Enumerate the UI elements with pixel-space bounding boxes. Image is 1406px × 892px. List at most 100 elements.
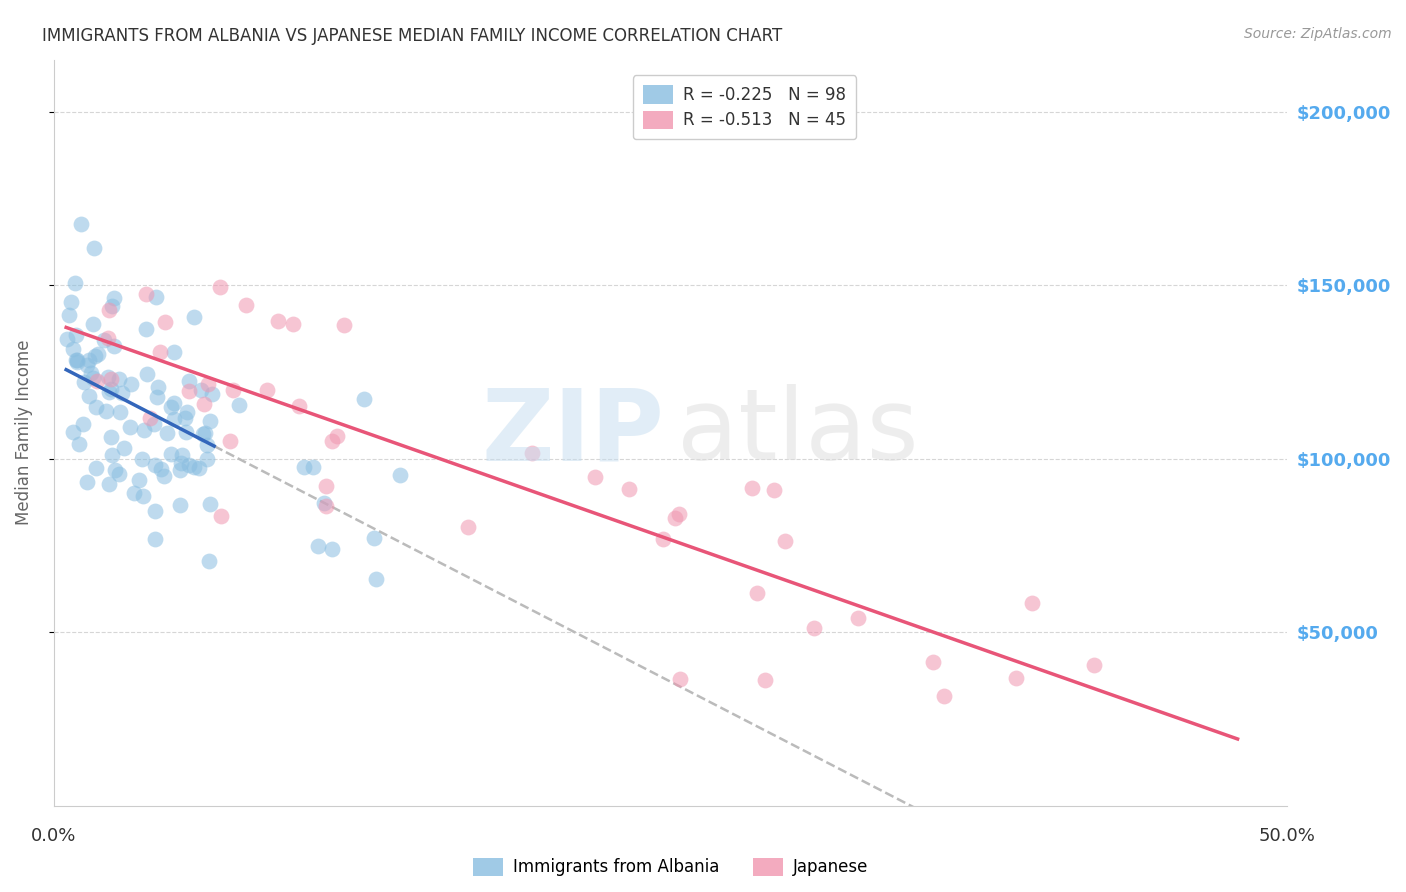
Point xyxy=(135,322,157,336)
Point xyxy=(60,295,83,310)
Point xyxy=(82,371,104,385)
Point xyxy=(803,621,825,635)
Point xyxy=(65,352,87,367)
Point xyxy=(156,425,179,440)
Point xyxy=(112,442,135,456)
Point xyxy=(315,479,337,493)
Point xyxy=(96,404,118,418)
Point xyxy=(103,338,125,352)
Point xyxy=(58,309,80,323)
Point xyxy=(135,287,157,301)
Point xyxy=(1021,596,1043,610)
Point xyxy=(176,405,198,419)
Point xyxy=(76,475,98,489)
Point xyxy=(97,331,120,345)
Point xyxy=(163,411,186,425)
Point xyxy=(72,417,94,431)
Point xyxy=(520,446,543,460)
Point xyxy=(173,411,195,425)
Point xyxy=(86,347,108,361)
Point xyxy=(98,476,121,491)
Point xyxy=(76,358,98,372)
Point xyxy=(256,383,278,397)
Point xyxy=(98,302,121,317)
Point xyxy=(110,405,132,419)
Point xyxy=(108,467,131,481)
Point xyxy=(101,299,124,313)
Point xyxy=(139,411,162,425)
Point xyxy=(922,655,945,669)
Point xyxy=(148,380,170,394)
Point xyxy=(86,374,108,388)
Point xyxy=(179,458,201,472)
Point xyxy=(288,399,311,413)
Point xyxy=(209,280,232,294)
Text: ZIP: ZIP xyxy=(481,384,664,481)
Point xyxy=(93,334,115,348)
Point xyxy=(155,316,177,330)
Point xyxy=(292,459,315,474)
Point xyxy=(103,291,125,305)
Point xyxy=(65,327,87,342)
Point xyxy=(1005,671,1028,685)
Point xyxy=(197,376,219,391)
Point xyxy=(62,425,84,439)
Point xyxy=(172,448,194,462)
Point xyxy=(281,317,304,331)
Legend: Immigrants from Albania, Japanese: Immigrants from Albania, Japanese xyxy=(467,851,875,883)
Point xyxy=(326,428,349,442)
Point xyxy=(128,473,150,487)
Text: 50.0%: 50.0% xyxy=(1258,827,1316,846)
Point xyxy=(66,355,89,369)
Point xyxy=(63,276,86,290)
Point xyxy=(198,554,221,568)
Point xyxy=(100,383,122,397)
Point xyxy=(195,438,218,452)
Point xyxy=(136,368,159,382)
Point xyxy=(120,377,142,392)
Point xyxy=(219,434,242,448)
Point xyxy=(669,672,692,686)
Point xyxy=(775,534,797,549)
Point xyxy=(56,332,79,346)
Point xyxy=(353,392,375,406)
Point xyxy=(149,344,172,359)
Text: 0.0%: 0.0% xyxy=(31,827,76,846)
Point xyxy=(67,437,90,451)
Text: atlas: atlas xyxy=(676,384,918,481)
Point xyxy=(193,397,215,411)
Point xyxy=(169,498,191,512)
Point xyxy=(222,383,245,397)
Point xyxy=(84,461,107,475)
Point xyxy=(364,572,387,586)
Point xyxy=(131,451,153,466)
Point xyxy=(143,532,166,546)
Point xyxy=(177,374,200,388)
Point xyxy=(100,430,122,444)
Point xyxy=(66,353,89,368)
Point xyxy=(267,314,290,328)
Point xyxy=(321,541,343,556)
Point xyxy=(1083,657,1105,672)
Point xyxy=(69,217,91,231)
Point xyxy=(97,370,120,384)
Point xyxy=(179,384,201,398)
Point xyxy=(194,426,217,441)
Point xyxy=(143,504,166,518)
Point xyxy=(754,673,776,687)
Point xyxy=(104,462,127,476)
Point xyxy=(195,452,218,467)
Point xyxy=(183,310,205,325)
Point xyxy=(389,468,412,483)
Point xyxy=(209,508,232,523)
Point xyxy=(73,375,96,389)
Point xyxy=(163,395,186,409)
Point xyxy=(183,459,205,474)
Point xyxy=(762,483,785,497)
Point xyxy=(149,461,172,475)
Point xyxy=(583,469,606,483)
Point xyxy=(191,426,214,441)
Point xyxy=(198,414,221,428)
Point xyxy=(617,483,640,497)
Point xyxy=(83,241,105,255)
